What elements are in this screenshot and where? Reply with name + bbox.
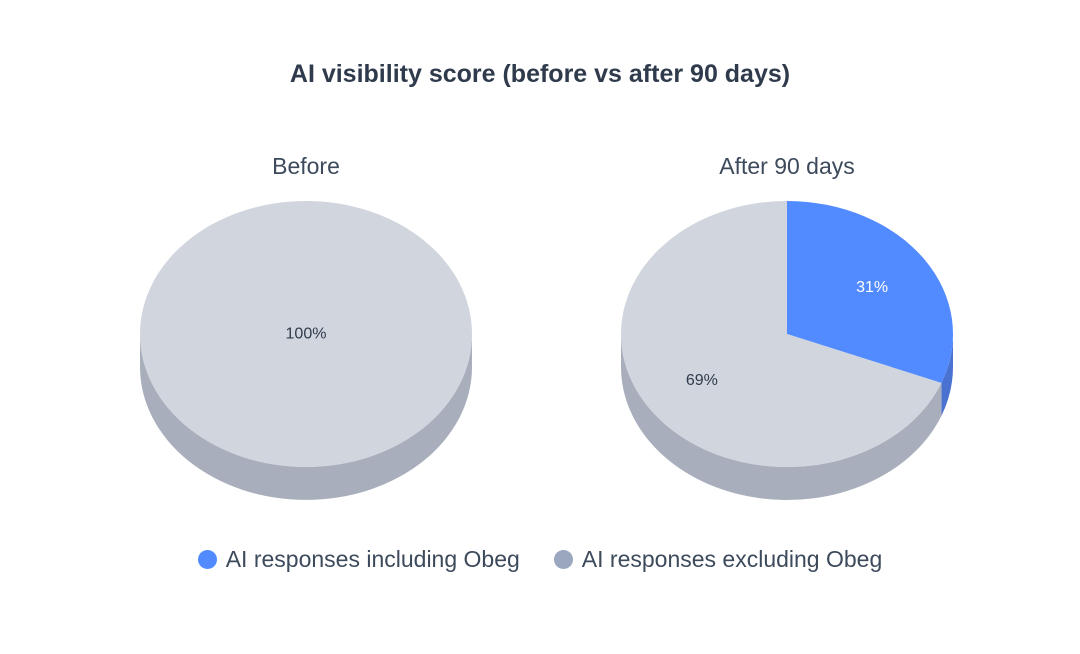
slice-side-0 [941,334,953,416]
legend-label-excluding: AI responses excluding Obeg [581,546,883,572]
pie-after-90-days: 31% 69% After 90 days [620,153,953,501]
chart-title: AI visibility score (before vs after 90 … [289,60,791,88]
legend-item-including[interactable]: AI responses including Obeg [197,546,520,573]
pie-before: 100% Before [140,153,472,500]
slice-1[interactable] [140,201,472,467]
legend-item-excluding[interactable]: AI responses excluding Obeg [553,546,883,573]
slice-side-1 [621,334,942,501]
legend-dot-including [197,550,217,569]
legend: AI responses including Obeg AI responses… [0,546,1080,573]
slice-0[interactable] [787,201,953,383]
slice-side-1 [140,334,472,500]
slice-label-0: 31% [856,279,888,296]
pie-subtitle: After 90 days [719,153,855,179]
legend-label-including: AI responses including Obeg [225,546,520,572]
slice-1[interactable] [620,201,942,467]
pie-subtitle: Before [272,153,340,179]
slice-label-1: 100% [286,326,327,343]
legend-dot-excluding [553,550,573,569]
slice-label-1: 69% [686,372,718,389]
